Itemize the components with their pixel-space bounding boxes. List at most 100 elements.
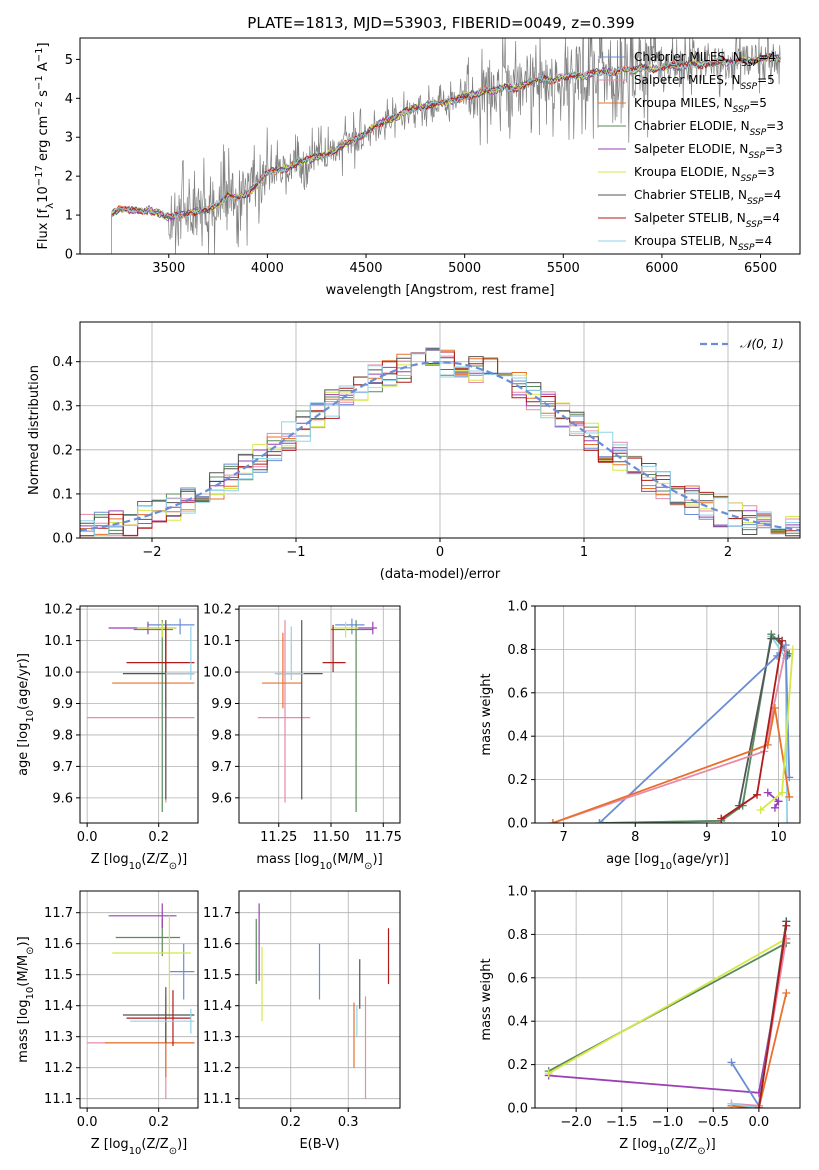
legend-entry: Chabrier ELODIE, NSSP=3	[634, 119, 784, 138]
legend-entry: Chabrier STELIB, NSSP=4	[634, 188, 781, 207]
mass-vs-ebv-panel: 0.2 0.3 11.1 11.2 11.3 11.4 11.5 11.6 11.7 E(B-V)	[203, 890, 401, 1152]
x-tick-label: 5500	[547, 261, 580, 276]
axis-label-part: )]	[373, 852, 383, 867]
y-tick-label: 10.2	[44, 603, 73, 618]
residual-histogram	[80, 352, 800, 537]
spectrum-panel: 3500 4000 4500 5000 5500 6000 6500 0 1 2 3 4 5 wavele…	[34, 37, 801, 298]
axis-label: Z [log10(Z/Z⊙)]	[91, 852, 187, 872]
legend-entry: 𝒩(0, 1)	[740, 337, 784, 351]
weight-marker	[763, 788, 772, 797]
y-tick-label: 5	[65, 53, 73, 68]
legend-text: =5	[749, 96, 767, 110]
y-tick-label: 11.2	[44, 1061, 73, 1076]
legend-entry: Salpeter STELIB, NSSP=4	[634, 211, 780, 230]
y-tick-label: 0.3	[52, 399, 73, 414]
axis-label-part: (Z/Z	[141, 1137, 168, 1152]
axis-label-part: (age/yr)]	[672, 852, 729, 867]
legend-text: =4	[754, 234, 772, 248]
weight-line	[552, 707, 791, 823]
x-tick-label: 11.75	[365, 830, 402, 845]
plot-frame	[238, 605, 401, 824]
plot-frame	[534, 605, 801, 824]
weight-marker	[754, 1104, 763, 1108]
legend-text: =4	[762, 211, 780, 225]
legend-entry: Salpeter ELODIE, NSSP=3	[634, 142, 783, 161]
y-tick-label: 11.5	[44, 968, 73, 983]
weight-line	[548, 942, 787, 1072]
residual-histogram	[80, 347, 800, 537]
x-tick-label: 7	[560, 830, 568, 845]
y-tick-label: 1	[65, 209, 73, 224]
weight-marker	[782, 988, 791, 997]
legend-text: =3	[766, 119, 784, 133]
weight-marker	[595, 819, 604, 823]
weight-line	[548, 937, 787, 1075]
legend-text: =4	[764, 188, 782, 202]
legend-text: SSP	[750, 128, 767, 138]
x-tick-label: 11.50	[312, 830, 349, 845]
legend-text: Kroupa STELIB, N	[634, 234, 738, 248]
y-tick-label: 0.6	[507, 686, 528, 701]
axis-label-part: 10	[657, 1146, 670, 1157]
axis-label-part: ⊙	[169, 1146, 177, 1157]
x-tick-label: −2.0	[560, 1115, 592, 1130]
x-tick-label: 9	[703, 830, 711, 845]
axis-label-part: A	[36, 62, 51, 75]
x-axis-label: (data-model)/error	[380, 567, 501, 582]
y-tick-label: 11.4	[44, 999, 73, 1014]
y-tick-label: 0.4	[52, 355, 73, 370]
plot-frame	[238, 890, 401, 1109]
axis-label-part: (Z/Z	[141, 852, 168, 867]
axis-label-part: 10	[659, 861, 672, 872]
axis-label: Z [log10(Z/Z⊙)]	[91, 1137, 187, 1157]
x-tick-label: 0.0	[749, 1115, 770, 1130]
y-tick-label: 0.2	[52, 443, 73, 458]
axis-label: Z [log10(Z/Z⊙)]	[619, 1137, 715, 1157]
axis-label-part: )]	[177, 852, 187, 867]
y-tick-label: 11.2	[203, 1061, 232, 1076]
legend-text: =3	[765, 142, 783, 156]
axis-label-part: 10	[25, 710, 36, 723]
y-tick-label: 3	[65, 131, 73, 146]
y-tick-label: 0	[65, 248, 73, 263]
legend-text: Salpeter ELODIE, N	[634, 142, 748, 156]
axis-label-part: 10	[129, 1146, 142, 1157]
weight-marker	[783, 819, 792, 823]
axis-label-part: ⊙	[25, 946, 36, 954]
legend-text: =3	[757, 165, 775, 179]
axis-label-part: Z [log	[619, 1137, 657, 1152]
axis-label: mass [log10(M/M⊙)]	[256, 852, 382, 872]
axis-label-part: )]	[177, 1137, 187, 1152]
legend-text: SSP	[747, 197, 764, 207]
y-tick-label: 0.6	[507, 971, 528, 986]
model-spectrum	[111, 53, 781, 219]
y-tick-label: 11.7	[203, 906, 232, 921]
x-tick-label: 3500	[152, 261, 185, 276]
figure-title: PLATE=1813, MJD=53903, FIBERID=0049, z=0…	[247, 14, 634, 32]
axis-label-part: (M/M	[332, 852, 364, 867]
x-tick-label: 6000	[645, 261, 678, 276]
age-vs-mass-panel: 11.25 11.50 11.75 9.6 9.7 9.8 9.9 10.0 10.1 10.2 m…	[203, 603, 402, 872]
panels: 3500 4000 4500 5000 5500 6000 6500 0 1 2 3 4 5 wavele…	[16, 37, 801, 1157]
axis-label-part: (M/M	[16, 955, 31, 987]
x-tick-label: 5000	[448, 261, 481, 276]
y-axis-label: mass weight	[479, 958, 494, 1040]
axis-label-part: Z [log	[91, 1137, 129, 1152]
x-tick-label: 4500	[349, 261, 382, 276]
y-tick-label: 9.7	[211, 760, 232, 775]
x-tick-label: −1.0	[652, 1115, 684, 1130]
y-tick-label: 4	[65, 92, 73, 107]
weight-marker	[774, 797, 783, 806]
weight-marker	[778, 636, 787, 645]
y-tick-label: 0.0	[507, 817, 528, 832]
weight-marker	[782, 921, 791, 930]
y-tick-label: 1.0	[507, 600, 528, 615]
y-tick-label: 0.2	[507, 1058, 528, 1073]
y-tick-label: 2	[65, 170, 73, 185]
y-tick-label: 9.8	[52, 728, 73, 743]
y-axis-label: Normed distribution	[27, 365, 42, 495]
legend-entry: Chabrier MILES, NSSP=4	[634, 50, 776, 69]
x-tick-label: 2	[724, 545, 732, 560]
legend-text: Chabrier STELIB, N	[634, 188, 747, 202]
axis-label-part: (Z/Z	[670, 1137, 697, 1152]
